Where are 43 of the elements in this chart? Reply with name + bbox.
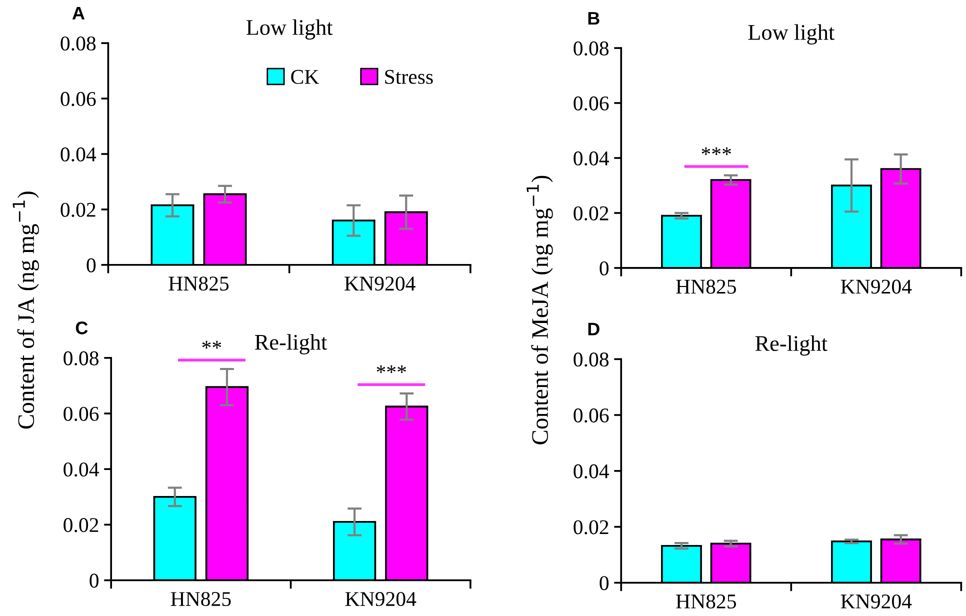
chart-title: Re-light [755, 335, 828, 356]
annotation: *** [376, 365, 406, 374]
x-tick-label: KN9204 [840, 594, 912, 609]
chart-title: Re-light [254, 334, 328, 354]
y-tick-label: 0 [600, 576, 609, 590]
y-tick-label: 0.08 [574, 41, 609, 56]
y-axis-title: Content of MeJA (ng mg$^{−1}$) [526, 176, 553, 444]
y-tick-label: 0.06 [60, 92, 96, 106]
x-tick-label: KN9204 [345, 592, 416, 606]
legend-label: Stress [385, 70, 433, 84]
x-tick-label: KN9204 [344, 276, 416, 291]
y-tick-label: 0.04 [574, 151, 610, 166]
x-tick-label: KN9204 [840, 280, 912, 294]
y-tick-label: 0.04 [574, 464, 610, 478]
y-tick-label: 0.08 [64, 351, 98, 366]
text: B [588, 12, 600, 25]
y-tick-label: 0 [600, 261, 609, 276]
x-tick-label: HN825 [676, 280, 736, 294]
y-tick-label: 0.04 [60, 147, 96, 162]
chart-title: Low light [748, 24, 835, 45]
y-tick-label: 0.08 [574, 352, 609, 367]
y-tick-label: 0.06 [574, 96, 609, 111]
legend-label: CK [291, 70, 320, 84]
y-tick-label: 0.02 [60, 202, 96, 217]
x-tick-label: HN825 [676, 594, 736, 609]
y-tick-label: 0.06 [574, 408, 609, 423]
y-axis-title: Content of JA (ng mg$^{−1}$) [12, 192, 39, 429]
text: A [72, 6, 85, 20]
text: ** [202, 340, 222, 349]
y-tick-label: 0.02 [574, 206, 608, 221]
chart-title: Low light [246, 19, 333, 40]
y-tick-label: 0.04 [64, 462, 99, 477]
text: C [76, 322, 88, 334]
y-tick-label: 0.06 [64, 406, 99, 422]
y-tick-label: 0 [90, 574, 98, 588]
y-tick-label: 0.02 [64, 518, 98, 532]
y-tick-label: 0 [86, 258, 96, 272]
annotation: *** [702, 147, 731, 155]
x-tick-label: HN825 [170, 592, 231, 606]
text: D [588, 322, 600, 336]
y-tick-label: 0.08 [60, 36, 96, 51]
x-tick-label: HN825 [168, 276, 229, 291]
y-tick-label: 0.02 [574, 520, 608, 534]
